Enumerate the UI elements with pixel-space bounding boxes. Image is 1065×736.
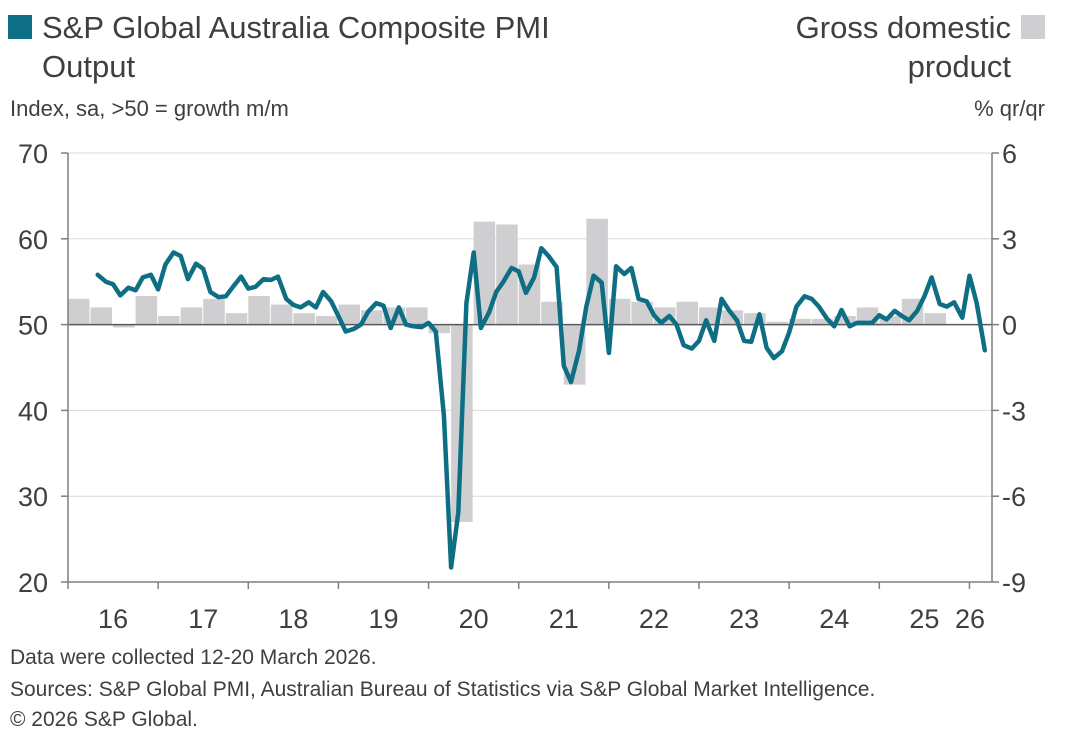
- left-axis-tick-label: 30: [18, 482, 48, 512]
- legend-pmi-line2: Output: [42, 49, 136, 84]
- gdp-bar: [270, 304, 293, 325]
- gdp-bar: [744, 313, 766, 325]
- gdp-bar: [135, 296, 158, 325]
- x-axis-tick-label: 16: [98, 604, 128, 634]
- footnote-copyright: © 2026 S&P Global.: [10, 708, 198, 731]
- legend-gdp-line2: product: [907, 49, 1011, 84]
- pmi-legend-swatch: [8, 15, 32, 39]
- gdp-bar: [225, 313, 248, 325]
- gdp-bar: [293, 313, 315, 325]
- x-axis-tick-label: 24: [819, 604, 849, 634]
- left-axis-tick-label: 70: [18, 139, 48, 169]
- gdp-legend-swatch: [1021, 15, 1045, 39]
- gdp-bar: [789, 318, 811, 325]
- right-axis-tick-label: 3: [1002, 225, 1017, 255]
- gdp-bar: [406, 307, 428, 325]
- pmi-line: [95, 245, 988, 570]
- gdp-bar: [203, 298, 225, 325]
- left-axis-tick-label: 20: [18, 568, 48, 598]
- gdp-bar: [766, 321, 789, 325]
- x-axis-tick-label: 18: [278, 604, 308, 634]
- gdp-bar: [811, 318, 834, 325]
- x-axis-tick-label: 26: [955, 604, 985, 634]
- right-axis-tick-label: 0: [1002, 311, 1017, 341]
- legend-pmi-line1: S&P Global Australia Composite PMI: [42, 10, 550, 45]
- right-axis-tick-label: -6: [1002, 482, 1026, 512]
- gdp-bar: [879, 316, 901, 325]
- right-axis-tick-label: -3: [1002, 396, 1026, 426]
- gdp-bar: [428, 324, 451, 334]
- right-axis-tick-label: -9: [1002, 568, 1026, 598]
- left-axis-unit: Index, sa, >50 = growth m/m: [10, 96, 289, 121]
- gdp-bar: [924, 313, 946, 325]
- legend-gdp: Gross domestic product: [796, 8, 1045, 86]
- gdp-bar: [338, 304, 360, 325]
- gdp-bar: [315, 316, 338, 325]
- gdp-bar: [158, 316, 180, 325]
- right-axis-tick-label: 6: [1002, 139, 1017, 169]
- footnote-collection: Data were collected 12-20 March 2026.: [10, 646, 377, 669]
- footnote-sources: Sources: S&P Global PMI, Australian Bure…: [10, 678, 876, 701]
- x-axis-tick-label: 21: [549, 604, 579, 634]
- x-axis-tick-label: 22: [639, 604, 669, 634]
- left-axis-tick-label: 50: [18, 311, 48, 341]
- gdp-bar: [68, 298, 90, 325]
- right-axis-unit: % qr/qr: [974, 96, 1045, 121]
- legend-gdp-line1: Gross domestic: [795, 10, 1011, 45]
- left-axis-tick-label: 40: [18, 396, 48, 426]
- gdp-bar: [676, 301, 699, 325]
- left-axis-tick-label: 60: [18, 225, 48, 255]
- gdp-bar: [90, 307, 113, 325]
- x-axis-tick-label: 25: [909, 604, 939, 634]
- gdp-bar: [113, 324, 135, 328]
- x-axis-tick-label: 23: [729, 604, 759, 634]
- legend-pmi: S&P Global Australia Composite PMI Outpu…: [8, 8, 550, 86]
- x-axis-tick-label: 20: [459, 604, 489, 634]
- x-axis-tick-label: 19: [368, 604, 398, 634]
- gdp-bar: [248, 296, 270, 325]
- gdp-bar: [180, 307, 203, 325]
- x-axis-tick-label: 17: [188, 604, 218, 634]
